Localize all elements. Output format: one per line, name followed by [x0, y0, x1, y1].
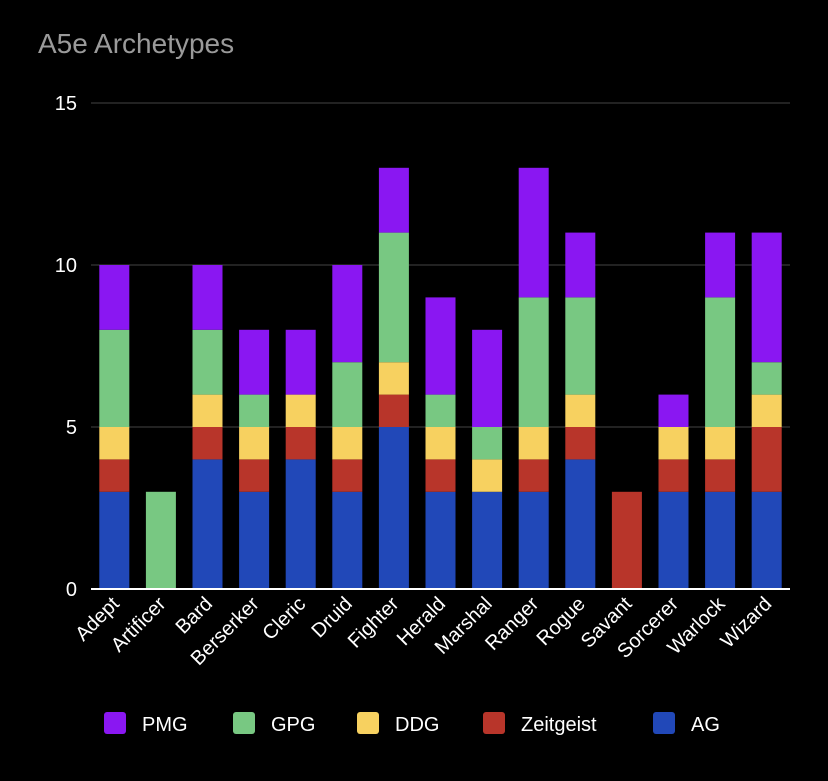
bar-pmg-rogue — [565, 232, 596, 298]
bar-pmg-ranger — [518, 167, 549, 298]
bar-ag-druid — [332, 491, 363, 589]
bar-pmg-adept — [99, 265, 130, 330]
bar-zeitgeist-warlock — [705, 459, 736, 492]
bar-gpg-adept — [99, 329, 130, 427]
bar-ddg-cleric — [285, 394, 316, 427]
legend-swatch-pmg — [104, 712, 126, 734]
bar-gpg-bard — [192, 329, 223, 395]
bar-zeitgeist-cleric — [285, 427, 316, 460]
y-tick-label: 15 — [55, 93, 77, 115]
bar-ag-bard — [192, 459, 223, 589]
bar-gpg-marshal — [472, 427, 503, 460]
x-tick-label: Fighter — [344, 593, 404, 653]
bar-pmg-wizard — [751, 232, 782, 363]
bar-ag-rogue — [565, 459, 596, 589]
bar-ag-wizard — [751, 491, 782, 589]
bar-zeitgeist-ranger — [518, 459, 549, 492]
bar-zeitgeist-rogue — [565, 427, 596, 460]
bar-ddg-adept — [99, 427, 130, 460]
bar-gpg-berserker — [239, 394, 270, 427]
bar-ag-herald — [425, 491, 456, 589]
y-tick-label: 5 — [66, 417, 77, 439]
bar-pmg-bard — [192, 265, 223, 330]
legend-swatch-ag — [653, 712, 675, 734]
bar-gpg-rogue — [565, 297, 596, 395]
legend-swatch-ddg — [357, 712, 379, 734]
x-tick-label: Wizard — [717, 593, 777, 653]
bar-ag-berserker — [239, 491, 270, 589]
bar-ag-sorcerer — [658, 491, 689, 589]
bar-zeitgeist-adept — [99, 459, 130, 492]
legend-label-pmg: PMG — [142, 714, 188, 736]
bar-gpg-warlock — [705, 297, 736, 427]
x-tick-label: Cleric — [259, 593, 311, 645]
bar-ddg-sorcerer — [658, 427, 689, 460]
bar-zeitgeist-savant — [611, 491, 642, 589]
bar-ddg-warlock — [705, 427, 736, 460]
bar-ddg-herald — [425, 427, 456, 460]
bar-ag-ranger — [518, 491, 549, 589]
bar-ddg-ranger — [518, 427, 549, 460]
legend-label-gpg: GPG — [271, 714, 315, 736]
bar-ddg-marshal — [472, 459, 503, 492]
bar-zeitgeist-herald — [425, 459, 456, 492]
legend-swatch-gpg — [233, 712, 255, 734]
chart-title: A5e Archetypes — [38, 28, 235, 59]
bar-ddg-wizard — [751, 394, 782, 427]
bar-pmg-sorcerer — [658, 394, 689, 427]
bar-pmg-warlock — [705, 232, 736, 298]
bar-ddg-berserker — [239, 427, 270, 460]
bar-ag-marshal — [472, 491, 503, 589]
bar-zeitgeist-berserker — [239, 459, 270, 492]
bar-ddg-rogue — [565, 394, 596, 427]
x-tick-label: Ranger — [481, 593, 543, 655]
bar-gpg-druid — [332, 362, 363, 427]
y-tick-label: 0 — [66, 579, 77, 601]
bar-zeitgeist-druid — [332, 459, 363, 492]
bar-ag-adept — [99, 491, 130, 589]
bar-ddg-druid — [332, 427, 363, 460]
bar-gpg-artificer — [145, 491, 176, 589]
legend-swatch-zeitgeist — [483, 712, 505, 734]
bar-gpg-wizard — [751, 362, 782, 395]
bar-ag-fighter — [378, 427, 409, 589]
bar-ag-cleric — [285, 459, 316, 589]
bar-pmg-marshal — [472, 329, 503, 427]
legend-label-ag: AG — [691, 714, 720, 736]
bar-zeitgeist-sorcerer — [658, 459, 689, 492]
bar-pmg-druid — [332, 265, 363, 363]
bar-ag-warlock — [705, 491, 736, 589]
legend-label-ddg: DDG — [395, 714, 439, 736]
bar-ddg-bard — [192, 394, 223, 427]
bar-pmg-fighter — [378, 167, 409, 233]
bar-zeitgeist-fighter — [378, 394, 409, 427]
bar-ddg-fighter — [378, 362, 409, 395]
bar-pmg-berserker — [239, 329, 270, 395]
bar-gpg-fighter — [378, 232, 409, 363]
bar-pmg-herald — [425, 297, 456, 395]
y-tick-label: 10 — [55, 255, 77, 277]
bar-zeitgeist-wizard — [751, 427, 782, 492]
bar-pmg-cleric — [285, 329, 316, 395]
bar-zeitgeist-bard — [192, 427, 223, 460]
bar-gpg-ranger — [518, 297, 549, 427]
legend-label-zeitgeist: Zeitgeist — [521, 714, 597, 736]
bar-gpg-herald — [425, 394, 456, 427]
